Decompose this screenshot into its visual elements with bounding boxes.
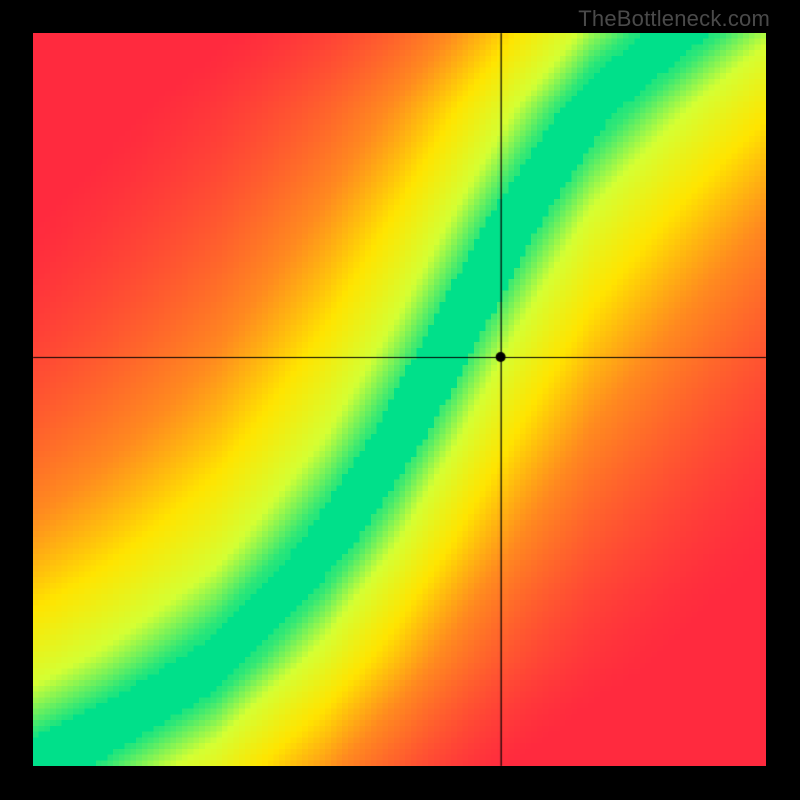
chart-container: TheBottleneck.com	[0, 0, 800, 800]
crosshair-overlay	[0, 0, 800, 800]
watermark-text: TheBottleneck.com	[578, 6, 770, 32]
